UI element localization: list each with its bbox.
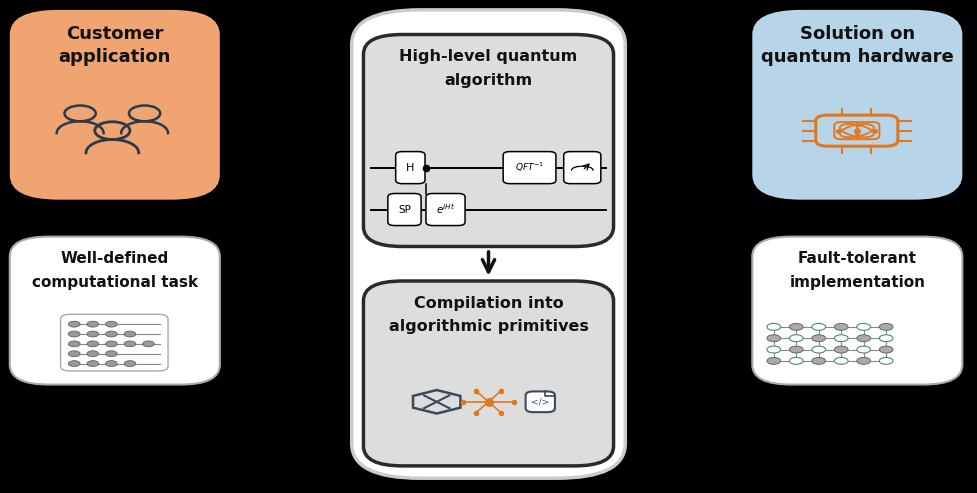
Circle shape: [106, 321, 117, 327]
Circle shape: [767, 335, 781, 342]
Circle shape: [106, 361, 117, 367]
Circle shape: [789, 357, 803, 364]
Circle shape: [106, 341, 117, 347]
Circle shape: [68, 341, 80, 347]
Text: algorithm: algorithm: [445, 73, 532, 88]
Circle shape: [68, 321, 80, 327]
Circle shape: [857, 346, 871, 353]
Text: Customer: Customer: [66, 25, 163, 43]
Circle shape: [767, 346, 781, 353]
Circle shape: [812, 335, 826, 342]
Text: application: application: [59, 48, 171, 67]
Text: High-level quantum: High-level quantum: [400, 49, 577, 64]
Circle shape: [106, 331, 117, 337]
Circle shape: [767, 357, 781, 364]
FancyBboxPatch shape: [564, 152, 601, 183]
Circle shape: [124, 361, 136, 367]
Circle shape: [87, 361, 99, 367]
FancyBboxPatch shape: [388, 194, 421, 226]
Text: Solution on: Solution on: [800, 25, 914, 43]
FancyBboxPatch shape: [10, 10, 220, 200]
FancyBboxPatch shape: [526, 391, 555, 412]
Circle shape: [87, 331, 99, 337]
FancyBboxPatch shape: [352, 10, 625, 478]
Circle shape: [879, 357, 893, 364]
Circle shape: [812, 346, 826, 353]
Circle shape: [879, 335, 893, 342]
Circle shape: [87, 341, 99, 347]
FancyBboxPatch shape: [396, 152, 425, 183]
Circle shape: [857, 323, 871, 330]
Circle shape: [87, 351, 99, 357]
Text: implementation: implementation: [789, 275, 925, 290]
Circle shape: [789, 323, 803, 330]
Circle shape: [143, 341, 154, 347]
FancyBboxPatch shape: [752, 237, 962, 385]
Circle shape: [789, 346, 803, 353]
Circle shape: [857, 357, 871, 364]
Circle shape: [124, 331, 136, 337]
Text: Compilation into: Compilation into: [413, 296, 564, 311]
Circle shape: [87, 321, 99, 327]
Circle shape: [68, 351, 80, 357]
Circle shape: [857, 335, 871, 342]
Circle shape: [879, 346, 893, 353]
Text: quantum hardware: quantum hardware: [761, 48, 954, 67]
Circle shape: [879, 323, 893, 330]
FancyBboxPatch shape: [426, 194, 465, 226]
FancyBboxPatch shape: [10, 237, 220, 385]
FancyBboxPatch shape: [363, 281, 614, 466]
Circle shape: [106, 351, 117, 357]
Text: Fault-tolerant: Fault-tolerant: [798, 251, 916, 266]
FancyBboxPatch shape: [61, 315, 168, 371]
Text: H: H: [406, 163, 414, 173]
Circle shape: [124, 341, 136, 347]
Circle shape: [767, 323, 781, 330]
Circle shape: [834, 346, 848, 353]
Circle shape: [68, 331, 80, 337]
Text: $QFT^{-1}$: $QFT^{-1}$: [515, 161, 544, 175]
Circle shape: [834, 335, 848, 342]
Text: SP: SP: [398, 205, 411, 214]
Text: </>: </>: [531, 397, 549, 406]
FancyBboxPatch shape: [363, 35, 614, 246]
Circle shape: [834, 323, 848, 330]
Circle shape: [812, 323, 826, 330]
Circle shape: [68, 361, 80, 367]
Text: algorithmic primitives: algorithmic primitives: [389, 319, 588, 334]
Text: Well-defined: Well-defined: [61, 251, 169, 266]
Text: $e^{iHt}$: $e^{iHt}$: [436, 203, 455, 216]
FancyBboxPatch shape: [503, 152, 556, 183]
Circle shape: [812, 357, 826, 364]
FancyBboxPatch shape: [752, 10, 962, 200]
Text: computational task: computational task: [31, 275, 198, 290]
Circle shape: [789, 335, 803, 342]
Circle shape: [834, 357, 848, 364]
